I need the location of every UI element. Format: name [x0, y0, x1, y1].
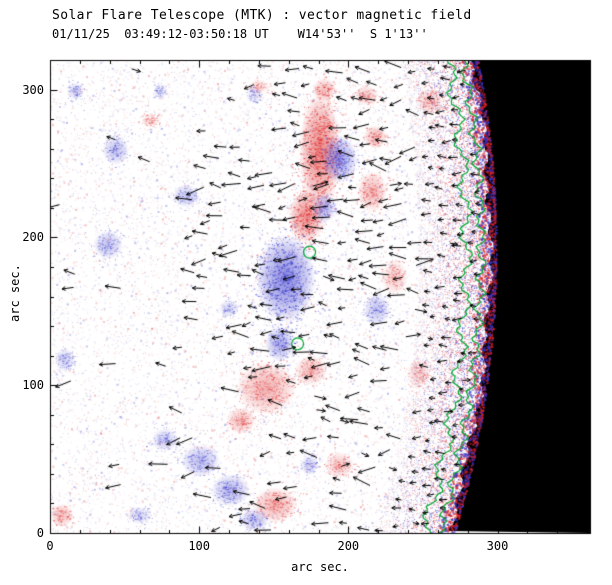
x-tick-label: 100: [188, 539, 210, 553]
y-tick-label: 0: [36, 526, 44, 540]
y-tick-label: 200: [22, 230, 44, 245]
x-tick-label: 300: [486, 539, 509, 553]
x-tick-label: 200: [337, 539, 360, 553]
figure-subtitle: 01/11/25 03:49:12-03:50:18 UT W14'53'' S…: [52, 27, 428, 41]
y-axis-label: arc sec.: [8, 264, 22, 322]
x-tick-label: 0: [46, 539, 54, 553]
figure-title: Solar Flare Telescope (MTK) : vector mag…: [52, 8, 472, 23]
x-axis-label: arc sec.: [291, 560, 349, 574]
y-tick-label: 300: [22, 82, 44, 97]
y-tick-label: 100: [22, 378, 44, 393]
